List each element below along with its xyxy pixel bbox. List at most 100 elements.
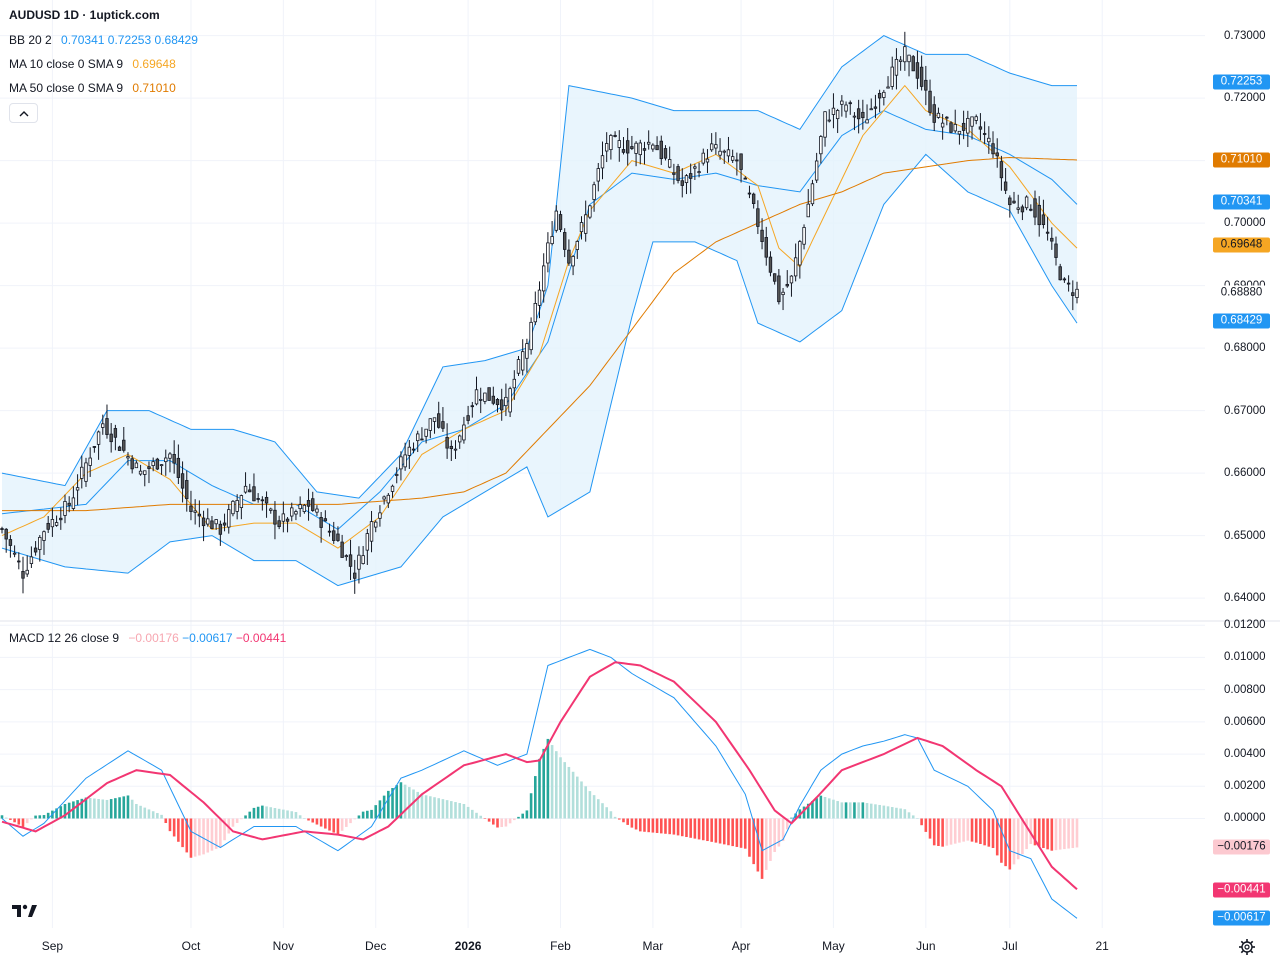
ma10-line xyxy=(1,84,1078,549)
time-tick-label: Jul xyxy=(1002,939,1018,953)
candle-body xyxy=(760,229,764,242)
candle-body xyxy=(924,79,928,91)
macd-hist-bar xyxy=(1075,818,1079,848)
macd-hist-bar xyxy=(1025,818,1028,850)
candle-body xyxy=(248,489,252,493)
candle-body xyxy=(810,183,815,205)
macd-hist-bar xyxy=(508,818,512,824)
bb-lower-line xyxy=(1,153,1078,587)
legend-bb[interactable]: BB 20 2 0.70341 0.72253 0.68429 xyxy=(9,33,198,47)
candle-body xyxy=(592,184,596,200)
candle-body xyxy=(483,392,487,402)
macd-hist-bar xyxy=(433,797,436,819)
macd-hist-bar xyxy=(471,809,474,819)
macd-hist-bar xyxy=(752,818,755,865)
candle-body xyxy=(991,143,995,155)
macd-hist-bar xyxy=(277,808,281,819)
candle-body xyxy=(80,466,84,479)
macd-hist-bar xyxy=(806,803,810,819)
candle-body xyxy=(117,446,122,451)
candle-body xyxy=(777,275,781,303)
candle-body xyxy=(420,438,424,441)
candle-body xyxy=(823,111,827,138)
candles xyxy=(0,31,1079,594)
macd-hist-bar xyxy=(920,818,923,826)
candle-body xyxy=(869,108,873,111)
time-tick-label: Feb xyxy=(550,939,571,953)
candle-body xyxy=(67,502,71,506)
macd-hist-bar xyxy=(445,800,449,819)
candle-body xyxy=(722,150,726,153)
macd-hist-bar xyxy=(555,751,558,819)
candle-body xyxy=(663,148,668,159)
macd-hist-bar xyxy=(177,818,180,842)
candle-body xyxy=(550,236,554,245)
macd-hist-bar xyxy=(395,785,399,819)
candle-body xyxy=(949,122,953,133)
macd-hist-bar xyxy=(483,818,487,819)
candle-body xyxy=(508,388,512,413)
candle-body xyxy=(189,505,193,512)
macd-hist-bar xyxy=(697,818,701,840)
macd-hist-bar xyxy=(534,776,537,819)
macd-hist-bar xyxy=(958,818,961,843)
macd-hist-bar xyxy=(1054,818,1058,851)
collapse-legend-button[interactable] xyxy=(9,103,38,123)
macd-hist-bar xyxy=(794,813,797,819)
macd-hist-bar xyxy=(93,798,96,819)
gear-icon[interactable] xyxy=(1238,938,1256,956)
candle-body xyxy=(819,136,823,155)
candle-body xyxy=(96,431,101,445)
macd-hist-bar xyxy=(605,807,608,819)
macd-hist-bar xyxy=(315,818,319,825)
macd-hist-bar xyxy=(743,818,747,849)
time-tick-label: May xyxy=(822,939,845,953)
candle-body xyxy=(126,456,130,459)
candle-body xyxy=(638,142,642,156)
candle-body xyxy=(474,389,479,405)
macd-hist-bar xyxy=(55,808,58,819)
candle-body xyxy=(298,504,302,510)
candle-body xyxy=(50,519,55,528)
macd-hist-bar xyxy=(601,803,604,819)
chart-title: AUDUSD 1D · 1uptick.com xyxy=(9,8,160,22)
price-tag: 0.71010 xyxy=(1213,152,1270,168)
candle-body xyxy=(17,560,21,563)
candle-body xyxy=(252,486,256,502)
candle-body xyxy=(1054,243,1058,258)
candle-body xyxy=(424,428,428,437)
legend-ma10[interactable]: MA 10 close 0 SMA 9 0.69648 xyxy=(9,57,176,71)
candle-body xyxy=(617,140,621,148)
macd-hist-bar xyxy=(202,818,205,855)
candle-body xyxy=(449,445,454,450)
candle-body xyxy=(882,91,886,98)
price-tick-label: 0.72000 xyxy=(1224,92,1266,105)
macd-hist-bar xyxy=(634,818,638,830)
candle-body xyxy=(395,474,399,476)
macd-hist-bar xyxy=(223,818,226,841)
legend-bb-label: BB 20 2 xyxy=(9,33,52,47)
macd-hist-bar xyxy=(647,818,650,833)
ma50-line xyxy=(2,156,1078,512)
candle-body xyxy=(193,510,197,513)
time-tick-label: Oct xyxy=(181,939,201,953)
macd-hist-bar xyxy=(638,818,642,832)
macd-hist-bar xyxy=(122,796,126,819)
macd-tag: −0.00617 xyxy=(1213,910,1270,926)
legend-macd[interactable]: MACD 12 26 close 9 −0.00176 −0.00617 −0.… xyxy=(9,631,286,645)
macd-hist-bar xyxy=(991,818,995,849)
candle-body xyxy=(46,522,50,530)
candle-body xyxy=(957,130,962,135)
macd-hist-bar xyxy=(995,818,999,856)
moving-averages xyxy=(1,84,1078,549)
macd-hist-bar xyxy=(764,818,768,870)
macd-hist-bar xyxy=(30,818,33,820)
candle-body xyxy=(130,458,134,470)
macd-hist-bar xyxy=(916,818,919,819)
macd-tag: −0.00441 xyxy=(1213,882,1270,897)
macd-hist-bar xyxy=(198,818,201,856)
legend-ma50[interactable]: MA 50 close 0 SMA 9 0.71010 xyxy=(9,81,176,95)
price-tag: 0.68429 xyxy=(1213,313,1270,329)
tradingview-logo-icon[interactable] xyxy=(11,902,39,920)
